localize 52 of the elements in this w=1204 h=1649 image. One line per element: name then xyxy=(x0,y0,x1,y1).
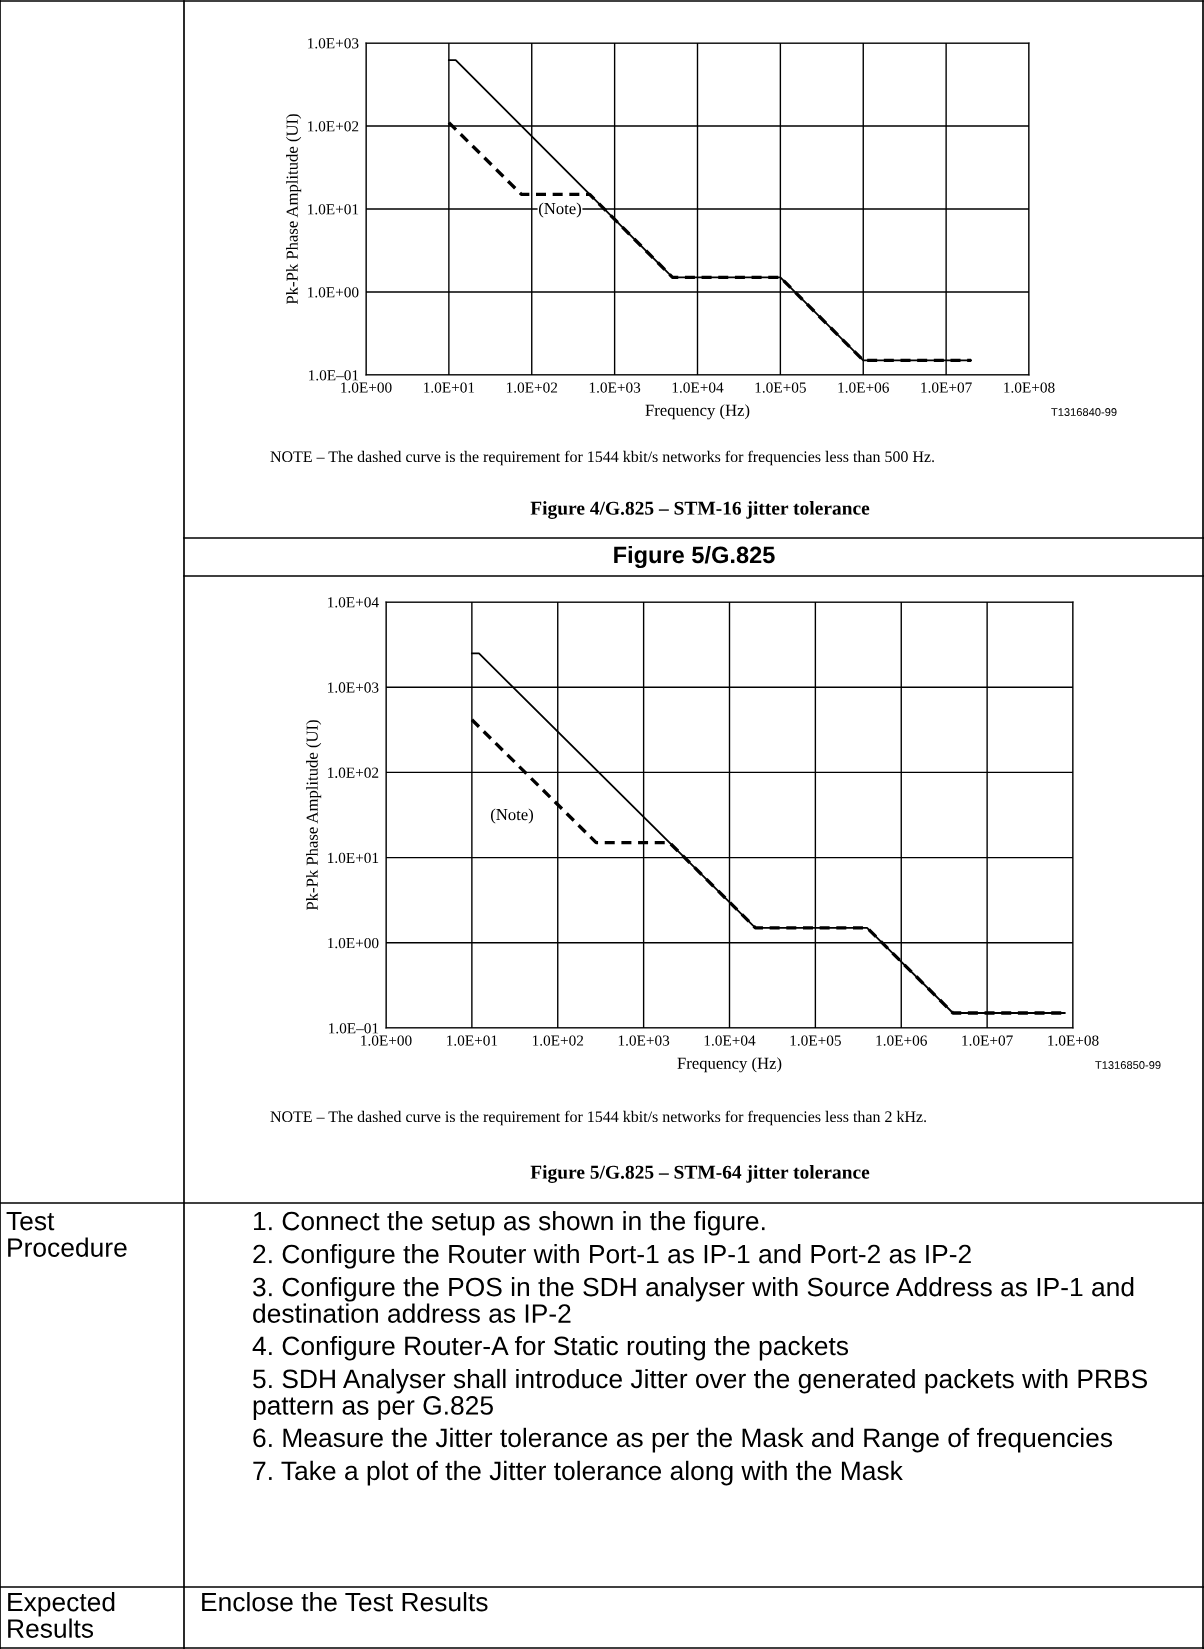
x-tick-label: 1.0E+08 xyxy=(1004,382,1055,393)
x-tick-label: 1.0E+01 xyxy=(424,382,475,393)
y-axis-title: Pk-Pk Phase Amplitude (UI) xyxy=(306,720,322,911)
text: Test Procedure xyxy=(6,1211,127,1257)
text: Enclose the Test Results xyxy=(202,1592,488,1612)
y-tick-label: 1.0E+03 xyxy=(328,682,379,693)
x-tick-label: 1.0E+00 xyxy=(341,382,392,393)
x-tick-label: 1.0E+03 xyxy=(618,1035,670,1046)
x-tick-label: 1.0E+07 xyxy=(962,1035,1013,1046)
x-tick-label: 1.0E+06 xyxy=(838,382,889,393)
y-axis-title: Pk-Pk Phase Amplitude (UI) xyxy=(286,114,302,305)
text: Figure 5/G.825 – STM-64 jitter tolerance xyxy=(530,1165,870,1183)
text: T1316850-99 xyxy=(1095,1061,1161,1069)
x-tick-label: 1.0E+03 xyxy=(589,382,641,393)
text: 7. Take a plot of the Jitter tolerance along with the Mask xyxy=(253,1460,903,1486)
text: 6. Measure the Jitter tolerance as per the Mask and Range of frequencies xyxy=(253,1427,1113,1453)
y-tick-label: 1.0E+04 xyxy=(328,597,379,608)
annotation: (Note) xyxy=(538,202,582,218)
x-tick-label: 1.0E+00 xyxy=(361,1035,412,1046)
y-tick-label: 1.0E+01 xyxy=(328,852,379,864)
text: NOTE – The dashed curve is the requirement for 1544 kbit/s networks for frequencies less than 500 Hz. xyxy=(270,450,934,466)
y-tick-label: 1.0E+00 xyxy=(308,287,359,298)
y-tick-label: 1.0E+00 xyxy=(328,937,379,949)
text: Expected Results xyxy=(8,1592,115,1638)
text: 1. Connect the setup as shown in the figure. xyxy=(254,1211,765,1236)
x-tick-label: 1.0E+02 xyxy=(532,1035,584,1046)
x-tick-label: 1.0E+06 xyxy=(876,1035,927,1046)
text: Figure 4/G.825 – STM-16 jitter tolerance xyxy=(530,501,870,519)
text: NOTE – The dashed curve is the requirement for 1544 kbit/s networks for frequencies less than 2 kHz. xyxy=(270,1110,926,1126)
x-tick-label: 1.0E+05 xyxy=(790,1035,841,1046)
text: 5. SDH Analyser shall introduce Jitter over the generated packets with PRBS pattern as per G.825 xyxy=(253,1368,1147,1421)
x-tick-label: 1.0E+04 xyxy=(672,382,724,393)
y-tick-label: 1.0E+02 xyxy=(308,121,359,132)
x-tick-label: 1.0E+02 xyxy=(506,382,558,393)
x-axis-title: Frequency (Hz) xyxy=(677,1057,782,1073)
text: 4. Configure Router-A for Static routing the packets xyxy=(252,1335,849,1361)
text: 2. Configure the Router with Port-1 as IP-1 and Port-2 as IP-2 xyxy=(253,1244,971,1269)
x-tick-label: 1.0E+04 xyxy=(704,1035,756,1046)
x-tick-label: 1.0E+01 xyxy=(447,1035,498,1046)
x-tick-label: 1.0E+07 xyxy=(921,382,972,393)
x-tick-label: 1.0E+08 xyxy=(1048,1035,1099,1046)
y-tick-label: 1.0E+02 xyxy=(328,767,379,778)
text: 3. Configure the POS in the SDH analyser with Source Address as IP-1 and destination address as IP-2 xyxy=(253,1277,1134,1323)
y-tick-label: 1.0E–01 xyxy=(309,370,359,381)
annotation: (Note) xyxy=(490,808,534,824)
y-tick-label: 1.0E+01 xyxy=(308,204,359,215)
text: T1316840-99 xyxy=(1051,408,1117,416)
y-tick-label: 1.0E–01 xyxy=(329,1023,379,1034)
x-axis-title: Frequency (Hz) xyxy=(645,404,750,420)
x-tick-label: 1.0E+05 xyxy=(755,382,806,393)
y-tick-label: 1.0E+03 xyxy=(308,38,359,49)
chart-subtitle: Figure 5/G.825 xyxy=(614,545,775,569)
